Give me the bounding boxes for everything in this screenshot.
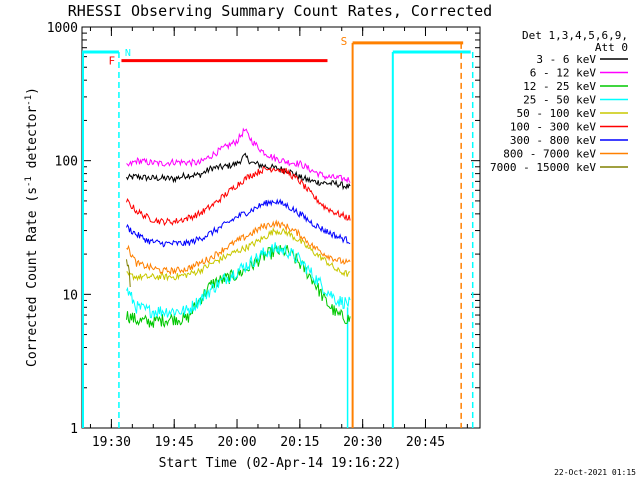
legend-header-attenuator: Att 0 [595,41,628,54]
series-line [126,166,351,227]
legend-entry-label: 6 - 12 keV [530,67,597,80]
x-tick-label: 20:00 [217,435,256,450]
x-axis: 19:30 19:45 20:00 20:15 20:30 20:45 [89,27,468,450]
series-line [126,242,351,319]
y-tick-label: 10 [62,288,78,303]
series-line [126,226,351,282]
x-tick-label: 19:45 [155,435,194,450]
chart-title: RHESSI Observing Summary Count Rates, Co… [68,2,492,20]
series-line [126,219,351,276]
footer-date: 22-Oct-2021 01:15 [554,468,636,477]
x-tick-label: 20:15 [280,435,319,450]
y-axis-label-suffix: ) [25,87,40,95]
x-axis-label: Start Time (02-Apr-14 19:16:22) [159,456,402,471]
saa-flag-label: S [341,35,348,48]
legend-entry-label: 800 - 7000 keV [503,148,596,161]
legend-entry-label: 3 - 6 keV [536,53,596,66]
legend-entry-label: 7000 - 15000 keV [490,161,596,174]
series-lines [126,127,351,328]
y-axis-label-middle: detector [25,106,40,177]
series-line [126,152,351,191]
y-axis-label-sup1: -1 [24,176,34,187]
flag-bars: NF S [82,35,474,428]
legend-entry-label: 50 - 100 keV [517,107,597,120]
series-line [126,259,131,288]
series-line [126,198,351,248]
x-tick-label: 20:45 [406,435,445,450]
legend-entry-label: 300 - 800 keV [510,134,596,147]
y-axis-label-sup2: -1 [24,95,34,106]
plot-frame [81,26,481,429]
x-tick-label: 19:30 [92,435,131,450]
x-tick-label: 20:30 [343,435,382,450]
series-line [126,244,351,328]
y-axis: 1 10 100 1000 [47,21,480,437]
legend-entry-label: 25 - 50 keV [523,94,596,107]
legend-header-detectors: Det 1,3,4,5,6,9, [522,29,628,42]
legend-entry-label: 100 - 300 keV [510,121,596,134]
y-tick-label: 1 [70,422,78,437]
y-tick-label: 1000 [47,21,78,36]
y-axis-label: Corrected Count Rate (s-1 detector-1) [24,87,40,367]
y-axis-label-prefix: Corrected Count Rate (s [25,187,40,367]
flare-flag-label: F [108,55,115,68]
legend-entry-label: 12 - 25 keV [523,80,596,93]
night-flag-label: N [125,48,131,59]
series-line [126,127,351,184]
plot-area: 1 10 100 1000 19:30 19:45 20:00 20:15 20:30 20:4… [47,21,481,450]
y-tick-label: 100 [55,155,78,170]
